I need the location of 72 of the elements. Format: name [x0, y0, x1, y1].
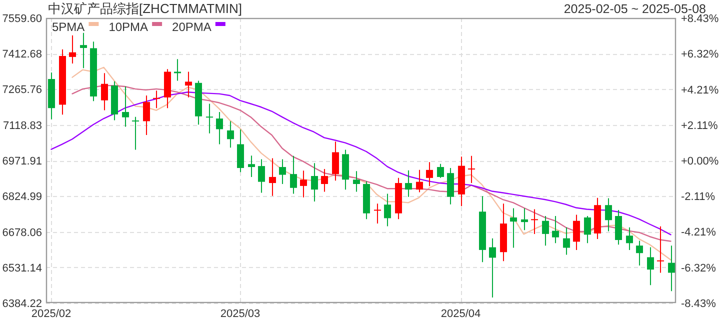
- candlestick: [153, 90, 160, 109]
- candlestick: [185, 71, 192, 98]
- candlestick: [216, 111, 223, 145]
- candlestick: [636, 240, 643, 266]
- y-tick-label: 7559.60: [2, 13, 42, 25]
- candlestick: [248, 155, 255, 178]
- y-tick-label: 6531.14: [2, 262, 42, 274]
- candlestick: [122, 86, 129, 128]
- candlestick: [174, 58, 181, 82]
- legend-label: 20PMA: [172, 20, 212, 34]
- candlestick: [426, 162, 433, 187]
- candlestick: [321, 168, 328, 192]
- candlestick: [279, 158, 286, 184]
- candlestick: [227, 120, 234, 148]
- y2-tick-label: -8.43%: [681, 298, 716, 310]
- x-tick-label: 2025/04: [440, 308, 481, 320]
- y2-tick-label: -6.32%: [681, 262, 716, 274]
- x-tick-label: 2025/03: [220, 308, 260, 320]
- candlestick: [437, 163, 444, 178]
- candlestick: [605, 198, 612, 232]
- y-tick-label: 6971.91: [2, 156, 42, 168]
- candlestick: [563, 226, 570, 256]
- y-tick-label: 6824.99: [2, 191, 42, 204]
- candlestick: [405, 170, 412, 198]
- y2-tick-label: +6.32%: [681, 48, 719, 61]
- candlestick: [353, 170, 360, 192]
- candlestick: [584, 216, 591, 244]
- candlestick: [384, 193, 391, 227]
- candlestick: [626, 226, 633, 250]
- y-tick-label: 7265.76: [2, 84, 42, 96]
- candlestick: [510, 208, 517, 248]
- candlestick: [300, 170, 307, 198]
- candlestick: [552, 216, 559, 244]
- candlestick: [206, 103, 213, 134]
- candlestick: [132, 116, 139, 150]
- candlestick: [668, 245, 675, 292]
- line-series: [72, 66, 672, 260]
- candlestick: [573, 214, 580, 250]
- y2-tick-label: +0.00%: [681, 156, 719, 168]
- legend-label: 5PMA: [52, 20, 85, 34]
- x-tick-label: 2025/02: [31, 308, 72, 320]
- candlestick: [332, 141, 339, 182]
- candlestick: [258, 158, 265, 194]
- candlestick: [143, 94, 150, 136]
- candlestick: [311, 162, 318, 202]
- candlestick: [447, 167, 454, 205]
- y2-tick-label: +8.43%: [681, 13, 719, 25]
- candlestick: [374, 203, 381, 224]
- candlestick: [416, 169, 423, 193]
- y-tick-label: 6384.22: [2, 298, 42, 310]
- candlestick: [531, 208, 538, 234]
- candlestick: [542, 216, 549, 246]
- y-tick-label: 7412.68: [2, 48, 42, 61]
- candlestick: [237, 128, 244, 173]
- candlestick: [69, 34, 76, 64]
- candlestick: [80, 32, 87, 69]
- legend-label: 10PMA: [108, 20, 148, 34]
- candlestick: [647, 246, 654, 286]
- candlestick: [269, 158, 276, 196]
- y2-tick-label: +2.11%: [681, 120, 718, 132]
- y-tick-label: 7118.83: [3, 120, 42, 132]
- candlestick: [521, 208, 528, 231]
- candlestick: [468, 155, 475, 184]
- candlestick: [101, 72, 108, 111]
- candlestick: [290, 155, 297, 194]
- y2-tick-label: -2.11%: [681, 191, 716, 204]
- y2-tick-label: -4.21%: [681, 226, 716, 239]
- chart-title: 中汉矿产品综指[ZHCTMMATMIN]: [48, 1, 242, 16]
- y2-tick-label: +4.21%: [681, 84, 719, 96]
- candlestick: [657, 226, 664, 274]
- y-tick-label: 6678.06: [2, 226, 42, 239]
- candlestick: [489, 238, 496, 298]
